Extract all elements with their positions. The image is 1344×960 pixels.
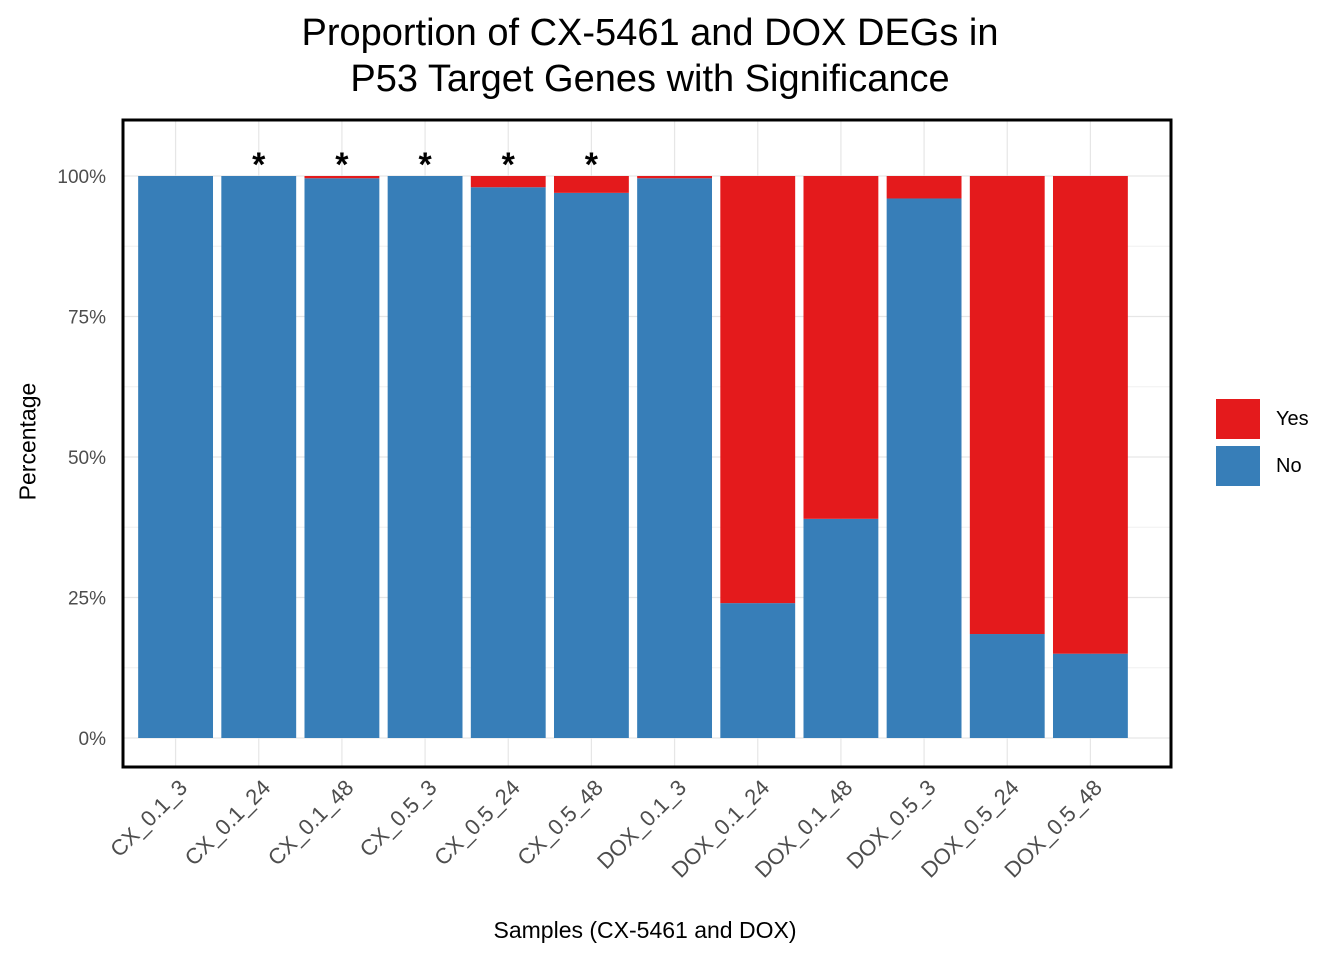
- bar-yes-DOX_0.5_24: [969, 176, 1045, 635]
- bar-yes-CX_0.1_48: [304, 176, 380, 179]
- chart-title-line-2: P53 Target Genes with Significance: [350, 58, 950, 100]
- bar-no-DOX_0.5_48: [1052, 653, 1128, 738]
- bar-no-DOX_0.1_48: [803, 518, 879, 738]
- significance-star: *: [585, 146, 599, 184]
- y-tick-label: 75%: [68, 308, 106, 329]
- bar-yes-DOX_0.5_3: [886, 176, 962, 199]
- panel-border: [121, 118, 1173, 769]
- bar-yes-DOX_0.5_48: [1052, 176, 1128, 654]
- y-tick-label: 100%: [57, 167, 106, 188]
- x-tick-label: CX_0.5_3: [355, 775, 442, 862]
- chart-title-line-1: Proportion of CX-5461 and DOX DEGs in: [301, 12, 999, 54]
- significance-star: *: [252, 146, 266, 184]
- bar-no-CX_0.1_3: [138, 176, 214, 738]
- bar-yes-DOX_0.1_3: [637, 176, 713, 179]
- bar-no-CX_0.1_24: [221, 176, 297, 738]
- bar-yes-CX_0.5_24: [470, 176, 546, 188]
- bar-yes-DOX_0.1_48: [803, 176, 879, 519]
- legend-key-no: [1216, 446, 1260, 486]
- legend-item-yes: Yes: [1216, 399, 1309, 439]
- x-tick-label: CX_0.5_24: [429, 775, 525, 871]
- significance-star: *: [335, 146, 349, 184]
- legend-label-no: No: [1276, 454, 1302, 477]
- y-axis-label: Percentage: [14, 382, 41, 501]
- legend-item-no: No: [1216, 446, 1302, 486]
- y-tick-label: 25%: [68, 589, 106, 610]
- legend-key-yes: [1216, 399, 1260, 439]
- bar-no-CX_0.5_48: [553, 192, 629, 739]
- bar-no-DOX_0.1_24: [720, 603, 796, 738]
- x-tick-label: CX_0.1_24: [180, 775, 276, 871]
- bar-no-CX_0.1_48: [304, 178, 380, 739]
- bar-no-DOX_0.5_24: [969, 634, 1045, 738]
- x-tick-label: CX_0.1_48: [263, 775, 359, 871]
- bar-no-CX_0.5_3: [387, 176, 463, 738]
- significance-star: *: [418, 146, 432, 184]
- legend-label-yes: Yes: [1276, 407, 1309, 430]
- x-tick-label: CX_0.1_3: [105, 775, 192, 862]
- y-tick-label: 0%: [79, 729, 107, 750]
- bar-no-CX_0.5_24: [470, 187, 546, 739]
- bar-no-DOX_0.1_3: [637, 178, 713, 739]
- x-axis-label: Samples (CX-5461 and DOX): [493, 917, 797, 943]
- bar-yes-CX_0.5_48: [553, 176, 629, 193]
- significance-star: *: [502, 146, 516, 184]
- bar-no-DOX_0.5_3: [886, 198, 962, 739]
- bar-yes-DOX_0.1_24: [720, 176, 796, 604]
- y-tick-label: 50%: [68, 448, 106, 469]
